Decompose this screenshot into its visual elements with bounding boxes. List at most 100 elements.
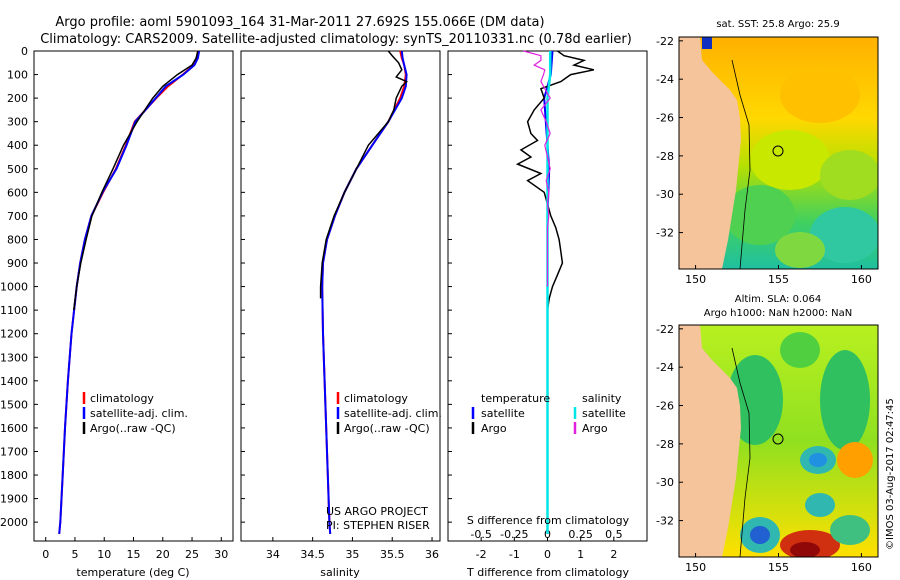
legend-label: Argo(..raw -QC)	[90, 422, 176, 435]
salinity-legend: climatology satellite-adj. clim. Argo(..…	[336, 392, 442, 435]
depth-tick-label: 800	[7, 233, 28, 246]
series-line-satellite-adj-clim-	[58, 50, 201, 534]
legend-label: satellite-adj. clim.	[344, 407, 442, 420]
s-tick-label: 0.25	[568, 528, 593, 541]
depth-tick-label: 900	[7, 257, 28, 270]
sla-map	[679, 325, 878, 557]
sst-patch	[780, 67, 860, 123]
depth-tick-label: 600	[7, 186, 28, 199]
legend-label: satellite	[582, 407, 626, 420]
temperature-legend: climatology satellite-adj. clim. Argo(..…	[82, 392, 188, 435]
x-tick-label: 35	[345, 548, 359, 561]
sla-patch	[750, 526, 770, 544]
s-tick-label: 0.5	[605, 528, 623, 541]
sst-map	[679, 37, 878, 269]
sst-edge-cell	[702, 37, 712, 49]
depth-tick-label: 1700	[0, 445, 28, 458]
depth-tick-label: 0	[21, 45, 28, 58]
sla-map-axes: 150 155 160 -22 -24 -26 -28 -30 -32	[656, 323, 872, 574]
map-y-tick-label: -30	[656, 188, 674, 201]
x-tick-label: 1	[577, 548, 584, 561]
x-tick-label: 36	[425, 548, 439, 561]
depth-tick-label: 300	[7, 116, 28, 129]
map-x-tick-label: 155	[768, 273, 789, 286]
temperature-plot: 0 5 10 15 20 25 30	[42, 50, 228, 561]
depth-tick-label: 1900	[0, 493, 28, 506]
sla-patch	[809, 453, 827, 467]
map-y-tick-label: -32	[656, 227, 674, 240]
legend-label: Argo	[582, 422, 608, 435]
project-label: US ARGO PROJECT	[326, 505, 428, 518]
depth-tick-label: 1100	[0, 304, 28, 317]
depth-tick-label: 100	[7, 69, 28, 82]
shelf-contour	[731, 59, 751, 269]
map-x-tick-label: 160	[851, 561, 872, 574]
series-line-satellite-adj-clim-	[321, 50, 408, 534]
australia-land	[679, 325, 741, 557]
depth-tick-label: 1000	[0, 281, 28, 294]
legend-title-salinity: salinity	[582, 392, 622, 405]
depth-tick-label: 1600	[0, 422, 28, 435]
sst-patch	[820, 150, 878, 200]
x-tick-label: 25	[185, 548, 199, 561]
x-tick-label: 2	[610, 548, 617, 561]
map-y-tick-label: -22	[656, 323, 674, 336]
depth-tick-label: 700	[7, 210, 28, 223]
australia-land	[679, 37, 741, 269]
t-difference-label: T difference from climatology	[466, 566, 629, 579]
map-y-tick-label: -28	[656, 438, 674, 451]
argo-position-marker	[772, 433, 784, 445]
pi-label: PI: STEPHEN RISER	[326, 519, 430, 532]
depth-axis: 0 100 200 300 400 500 600 700 800 900 1000 1100 1200…	[0, 45, 452, 529]
map-x-tick-label: 150	[685, 273, 706, 286]
series-line-climatology	[58, 50, 199, 534]
series-line-temperature-argo	[515, 50, 595, 311]
difference-plot: -2 -1 0 1 2 -0.5 -0.25 0 0.25 0.5	[470, 50, 623, 561]
legend-label: climatology	[90, 392, 154, 405]
depth-tick-label: 1800	[0, 469, 28, 482]
sla-patch	[790, 542, 820, 557]
title-line-1: Argo profile: aoml 5901093_164 31-Mar-20…	[55, 15, 544, 30]
x-tick-label: 0	[42, 548, 49, 561]
map-y-tick-label: -24	[656, 361, 674, 374]
x-tick-label: -2	[476, 548, 487, 561]
map-y-tick-label: -30	[656, 476, 674, 489]
depth-tick-label: 1300	[0, 351, 28, 364]
legend-label: climatology	[344, 392, 408, 405]
depth-tick-label: 500	[7, 163, 28, 176]
sst-patch	[725, 185, 795, 245]
depth-tick-label: 2000	[0, 516, 28, 529]
sla-patch	[830, 515, 870, 545]
legend-label: Argo(..raw -QC)	[344, 422, 430, 435]
sla-patch	[820, 350, 870, 450]
sst-patch	[810, 207, 878, 263]
series-line-argo-raw-qc-	[73, 50, 199, 311]
x-tick-label: 0	[544, 548, 551, 561]
legend-label: Argo	[481, 422, 507, 435]
x-tick-label: 34	[266, 548, 280, 561]
credit-label: ©IMOS 03-Aug-2017 02:47:45	[885, 398, 896, 550]
depth-tick-label: 400	[7, 139, 28, 152]
sla-patch	[780, 332, 820, 368]
map-x-tick-label: 150	[685, 561, 706, 574]
sla-map-title-1: Altim. SLA: 0.064	[735, 294, 821, 305]
map-y-tick-label: -24	[656, 73, 674, 86]
map-y-tick-label: -32	[656, 515, 674, 528]
x-tick-label: 15	[127, 548, 141, 561]
s-tick-label: -0.5	[470, 528, 491, 541]
x-tick-label: 35.5	[380, 548, 405, 561]
x-tick-label: 10	[97, 548, 111, 561]
x-tick-label: 30	[214, 548, 228, 561]
shelf-contour	[731, 347, 751, 557]
legend-label: satellite-adj. clim.	[90, 407, 188, 420]
s-difference-label: S difference from climatology	[467, 514, 630, 527]
depth-tick-label: 200	[7, 92, 28, 105]
legend-label: satellite	[481, 407, 525, 420]
title-line-2: Climatology: CARS2009. Satellite-adjuste…	[40, 32, 632, 47]
map-x-tick-label: 155	[768, 561, 789, 574]
x-tick-label: 34.5	[300, 548, 325, 561]
series-line-salinity-satellite	[546, 51, 552, 534]
depth-tick-label: 1200	[0, 328, 28, 341]
sst-map-axes: 150 155 160 -22 -24 -26 -28 -30 -32	[656, 35, 872, 286]
